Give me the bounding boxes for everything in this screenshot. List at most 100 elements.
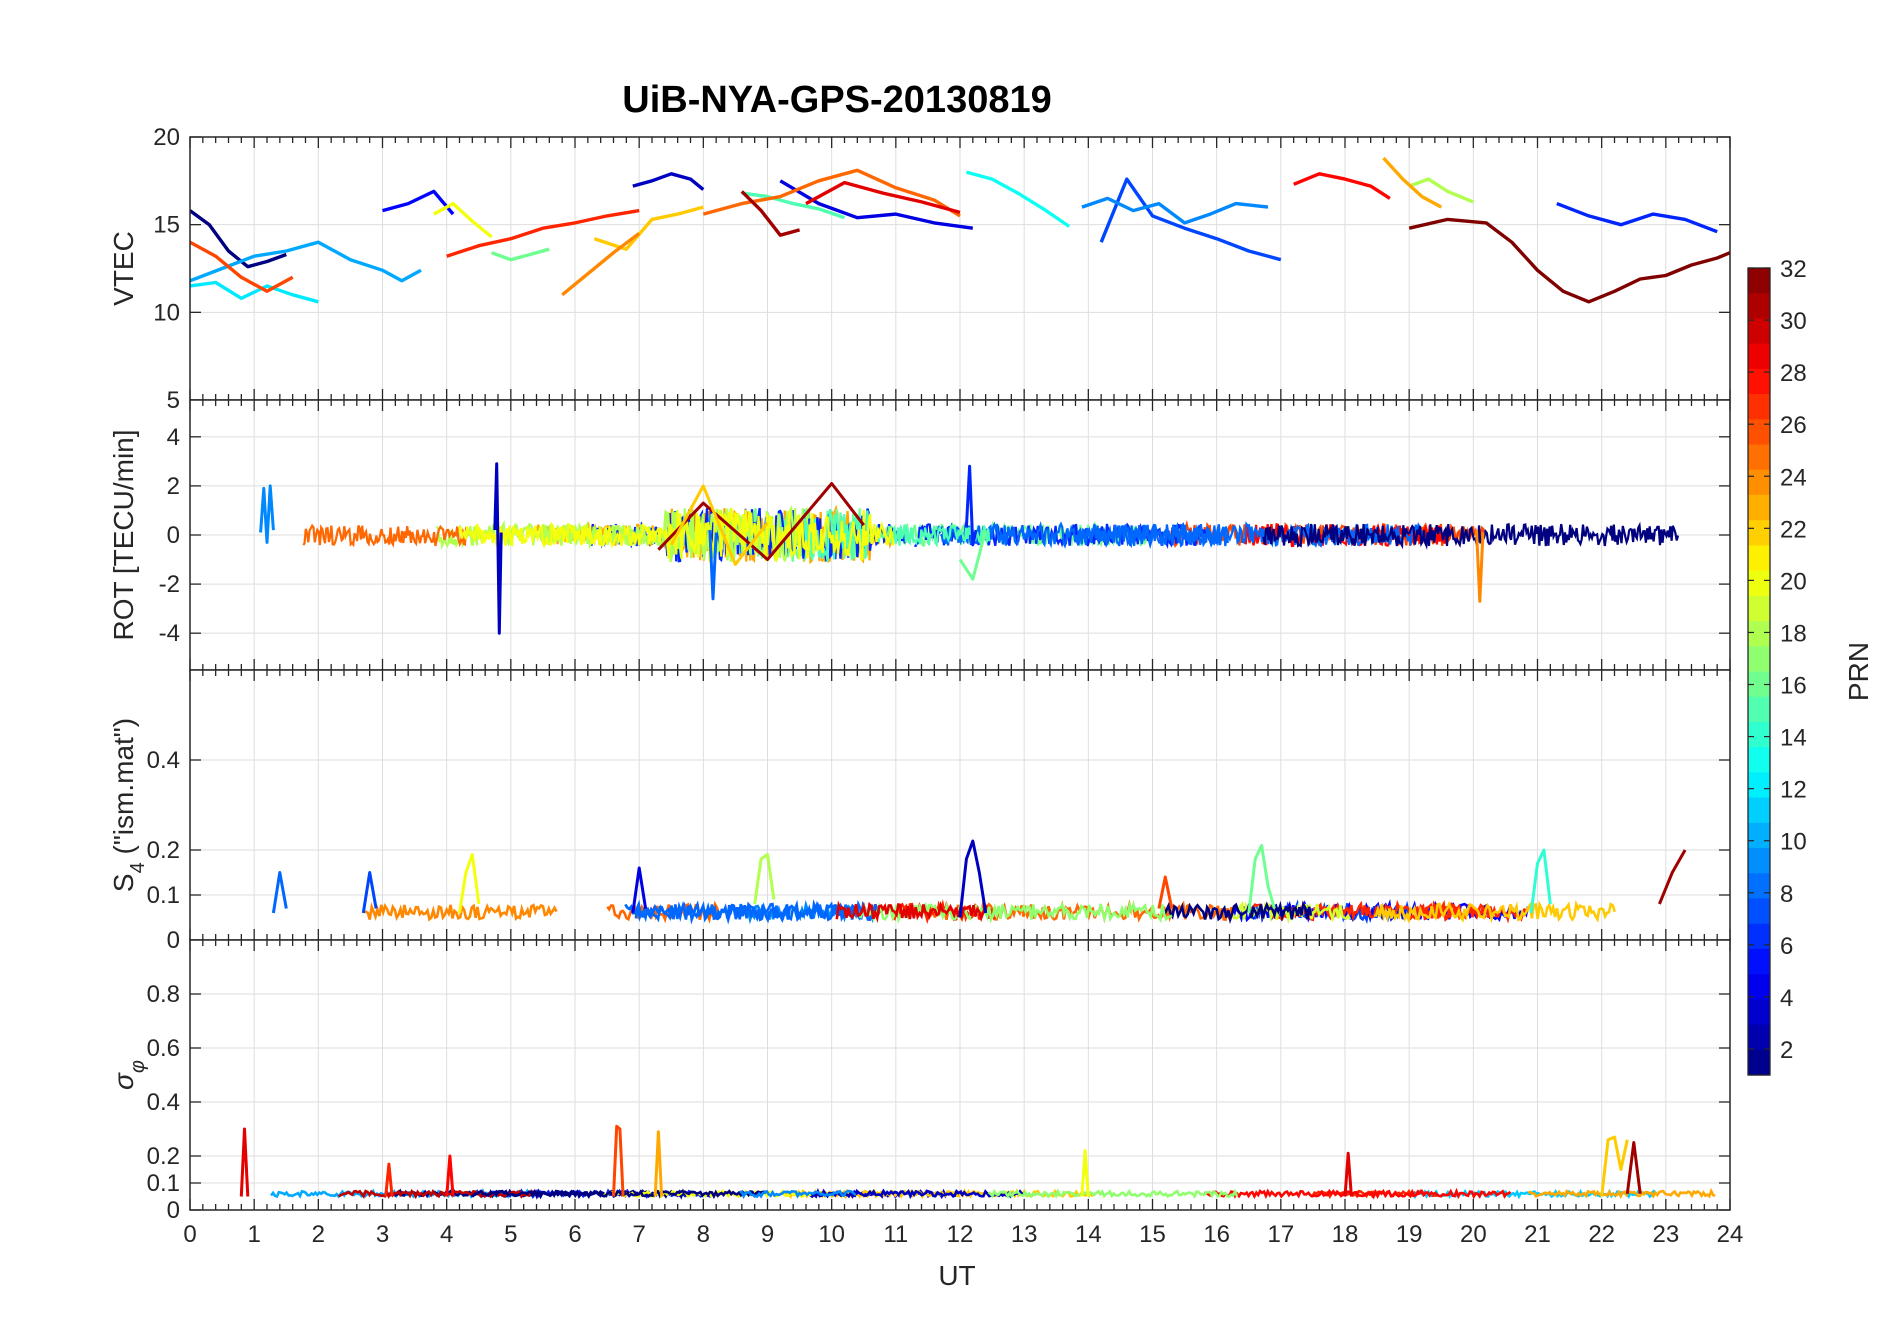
colorbar-tick-label: 16 [1780, 673, 1807, 700]
y-tick-label: 0.4 [147, 747, 180, 774]
x-tick-label: 14 [1075, 1221, 1102, 1248]
data-lines [239, 1124, 1716, 1200]
series-line-vtec-11 [491, 247, 550, 262]
colorbar-level [1748, 696, 1770, 723]
y-tick-label: -2 [159, 571, 180, 598]
colorbar-level [1748, 293, 1770, 320]
x-tick-label: 13 [1011, 1221, 1038, 1248]
colorbar-tick-label: 18 [1780, 620, 1807, 647]
colorbar-level [1748, 520, 1770, 547]
data-lines [271, 839, 1687, 925]
panel-sigma: 00.10.2 0.4 0.6 0.8 σφ [108, 939, 1731, 1224]
x-tick-label: 6 [568, 1221, 581, 1248]
series-line-vtec-13 [432, 201, 493, 239]
series-line-sigma-2 [445, 1154, 455, 1197]
series-line-vtec-21 [805, 180, 961, 215]
x-tick-label: 16 [1203, 1221, 1230, 1248]
series-line-s4-5 [631, 866, 648, 914]
colorbar-level [1748, 394, 1770, 420]
trace-rot-background [302, 523, 468, 548]
colorbar-tick-label: 22 [1780, 516, 1807, 543]
series-line-vtec-4 [1556, 202, 1718, 234]
x-tick-label: 5 [504, 1221, 517, 1248]
trace-rot-background [1075, 521, 1425, 550]
series-line-rot-5 [657, 482, 865, 561]
x-tick-label: 15 [1139, 1221, 1166, 1248]
series-line-vtec-0 [190, 209, 287, 269]
colorbar-level [1748, 923, 1770, 950]
colorbar-level [1748, 822, 1770, 849]
colorbar-level [1748, 772, 1770, 799]
series-line-vtec-19 [446, 208, 640, 258]
colorbar-tick-label: 4 [1780, 985, 1793, 1012]
y-axis-label-sub: 4 [127, 862, 149, 873]
trace-sigma-background [739, 1189, 857, 1200]
trace-s4-background [1374, 899, 1616, 925]
x-tick-label: 23 [1652, 1221, 1679, 1248]
y-tick-label: -4 [159, 620, 180, 647]
series-line-sigma-5 [1080, 1149, 1090, 1197]
trace-s4-background [835, 900, 988, 924]
x-tick-labels: 0 1 2 3 4 5 6 7 8 9 10 11 12 13 14 15 16 17 18 19 20 21 22 23 24 [183, 1221, 1743, 1248]
series-line-vtec-10 [741, 191, 846, 220]
x-tick-label: 9 [761, 1221, 774, 1248]
colorbar-tick-label: 28 [1780, 360, 1807, 387]
colorbar-tick-label: 26 [1780, 412, 1807, 439]
colorbar-tick-label: 20 [1780, 568, 1807, 595]
series-line-rot-1 [964, 464, 978, 547]
colorbar-level [1748, 671, 1770, 698]
colorbar-level [1748, 898, 1770, 925]
panel-s4: 00.10.20.4S4 ("ism.mat") [108, 669, 1731, 954]
colorbar-tick-label: 30 [1780, 308, 1807, 335]
trace-sigma-background [1527, 1187, 1716, 1200]
colorbar-level [1748, 444, 1770, 471]
y-tick-label: 0.8 [147, 981, 180, 1008]
y-axis-label-main: S [108, 873, 139, 892]
series-line-vtec-3 [382, 189, 455, 216]
series-line-rot-7 [669, 484, 769, 566]
series-line-sigma-3 [612, 1124, 625, 1197]
colorbar-tick-label: 10 [1780, 829, 1807, 856]
series-line-sigma-7 [1600, 1135, 1629, 1197]
colorbar-level [1748, 848, 1770, 874]
colorbar-tick-label: 24 [1780, 464, 1807, 491]
y-tick-label: 0.6 [147, 1035, 180, 1062]
series-line-rot-0 [493, 462, 503, 635]
series-line-s4-1 [1247, 844, 1276, 914]
x-tick-label: 0 [183, 1221, 196, 1248]
trace-sigma-background [338, 1188, 535, 1200]
y-tick-label: 10 [153, 299, 180, 326]
x-tick-label: 20 [1460, 1221, 1487, 1248]
colorbar-level [1748, 747, 1770, 773]
colorbar-level [1748, 368, 1770, 395]
x-tick-label: 10 [818, 1221, 845, 1248]
series-line-s4-4 [1529, 848, 1552, 914]
y-tick-label: 0.1 [147, 882, 180, 909]
y-tick-label: 0.2 [147, 837, 180, 864]
x-ticks [189, 940, 1731, 1210]
series-line-sigma-1 [384, 1162, 394, 1197]
series-line-vtec-7 [190, 240, 422, 283]
panel-vtec: 5 10 15 20 VTEC [108, 124, 1731, 414]
series-line-sigma-8 [1625, 1141, 1642, 1194]
colorbar-level [1748, 1049, 1770, 1076]
colorbar-level [1748, 974, 1770, 1000]
colorbar-level [1748, 343, 1770, 370]
series-line-s4-2 [753, 853, 776, 905]
x-tick-label: 7 [632, 1221, 645, 1248]
y-tick-label: 5 [167, 387, 180, 414]
x-tick-label: 24 [1717, 1221, 1744, 1248]
x-tick-label: 4 [440, 1221, 453, 1248]
y-tick-label: 20 [153, 124, 180, 151]
series-line-s4-9 [1658, 849, 1687, 905]
x-tick-label: 12 [947, 1221, 974, 1248]
series-line-rot-6 [958, 529, 988, 581]
y-axis-label: σφ [108, 1060, 149, 1090]
series-line-vtec-15 [1382, 156, 1443, 209]
colorbar-level [1748, 646, 1770, 673]
series-line-sigma-4 [653, 1130, 664, 1197]
trace-s4-background [1163, 900, 1313, 925]
trace-sigma-background [1204, 1187, 1512, 1200]
series-line-vtec-6 [1081, 196, 1269, 225]
